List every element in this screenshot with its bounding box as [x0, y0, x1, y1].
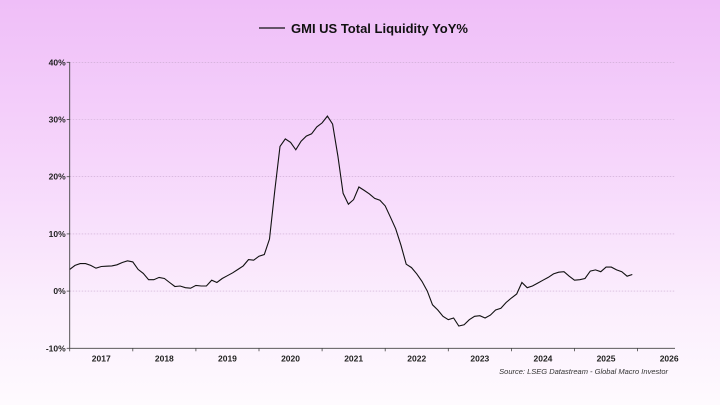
legend-label: GMI US Total Liquidity YoY%: [291, 21, 468, 36]
source-note: Source: LSEG Datastream - Global Macro I…: [499, 367, 668, 376]
y-tick-label: 40%: [49, 57, 66, 67]
x-tick-label: 2020: [281, 353, 300, 363]
series-line-gmi-us-total-liquidity-yoy: [69, 115, 633, 327]
y-axis-ticks: 40% 30% 20% 10% 0% -10%: [46, 57, 70, 353]
x-tick-label: 2025: [597, 353, 616, 363]
axes: [69, 62, 675, 349]
legend: GMI US Total Liquidity YoY%: [259, 21, 468, 36]
y-tick-label: 20%: [49, 172, 66, 182]
x-tick-label: 2026: [660, 353, 679, 363]
x-tick-label: 2022: [407, 353, 426, 363]
x-tick-label: 2024: [533, 353, 552, 363]
x-tick-label: 2019: [218, 353, 237, 363]
y-tick-label: -10%: [46, 343, 66, 353]
y-tick-label: 0%: [53, 286, 66, 296]
x-axis-ticks: 2017 2018 2019 2020 2021 2022 2023 2024 2025 2026: [69, 348, 679, 363]
x-tick-label: 2021: [344, 353, 363, 363]
x-tick-label: 2023: [470, 353, 489, 363]
x-tick-label: 2017: [92, 353, 111, 363]
y-tick-label: 10%: [49, 229, 66, 239]
y-tick-label: 30%: [49, 115, 66, 125]
data-points: [69, 116, 633, 327]
x-tick-label: 2018: [155, 353, 174, 363]
gridlines: [69, 61, 675, 292]
